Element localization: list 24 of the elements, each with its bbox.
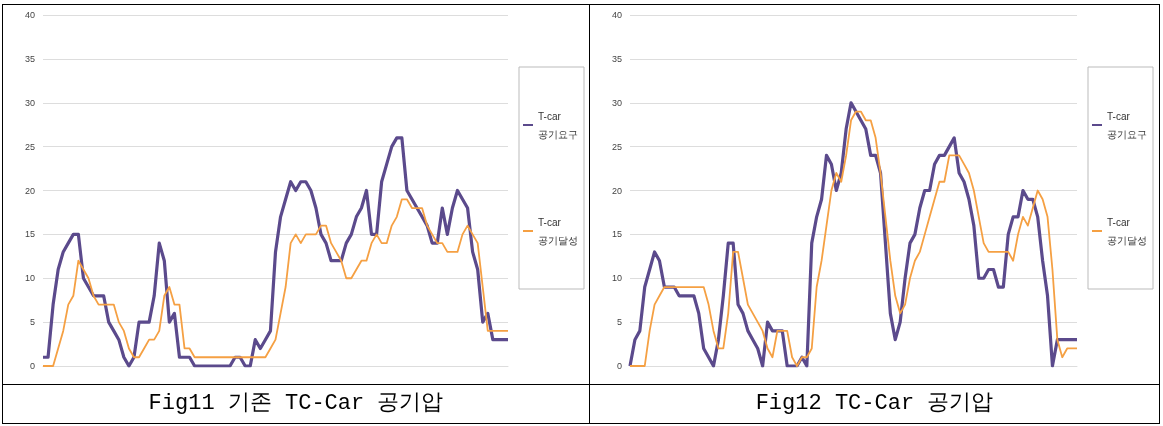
y-tick-label: 30: [24, 97, 35, 108]
y-tick-label: 25: [24, 141, 35, 152]
y-tick-label: 15: [24, 229, 35, 240]
y-tick-label: 10: [24, 273, 35, 284]
y-tick-label: 10: [611, 273, 622, 284]
y-tick-label: 40: [611, 10, 622, 20]
text: Fig12 TC-Car 공기압: [590, 384, 1159, 423]
y-tick-label: 35: [611, 53, 622, 64]
y-tick-label: 40: [24, 10, 35, 20]
legend-label: T-car 공기요구: [1107, 110, 1147, 140]
y-tick-label: 35: [24, 53, 35, 64]
y-tick-label: 30: [611, 97, 622, 108]
y-tick-label: 5: [616, 317, 622, 328]
legend-label: T-car 공기요구: [538, 110, 578, 140]
y-tick-label: 20: [611, 185, 622, 196]
y-tick-label: 0: [616, 361, 622, 371]
y-tick-label: 0: [29, 361, 35, 371]
y-tick-label: 25: [611, 141, 622, 152]
legend-label: T-car 공기달성: [1107, 216, 1147, 246]
y-tick-label: 5: [29, 317, 35, 328]
text: Fig11 기존 TC-Car 공기압: [3, 384, 589, 423]
y-tick-label: 20: [24, 185, 35, 196]
y-tick-label: 15: [611, 229, 622, 240]
legend-label: T-car 공기달성: [538, 216, 578, 246]
